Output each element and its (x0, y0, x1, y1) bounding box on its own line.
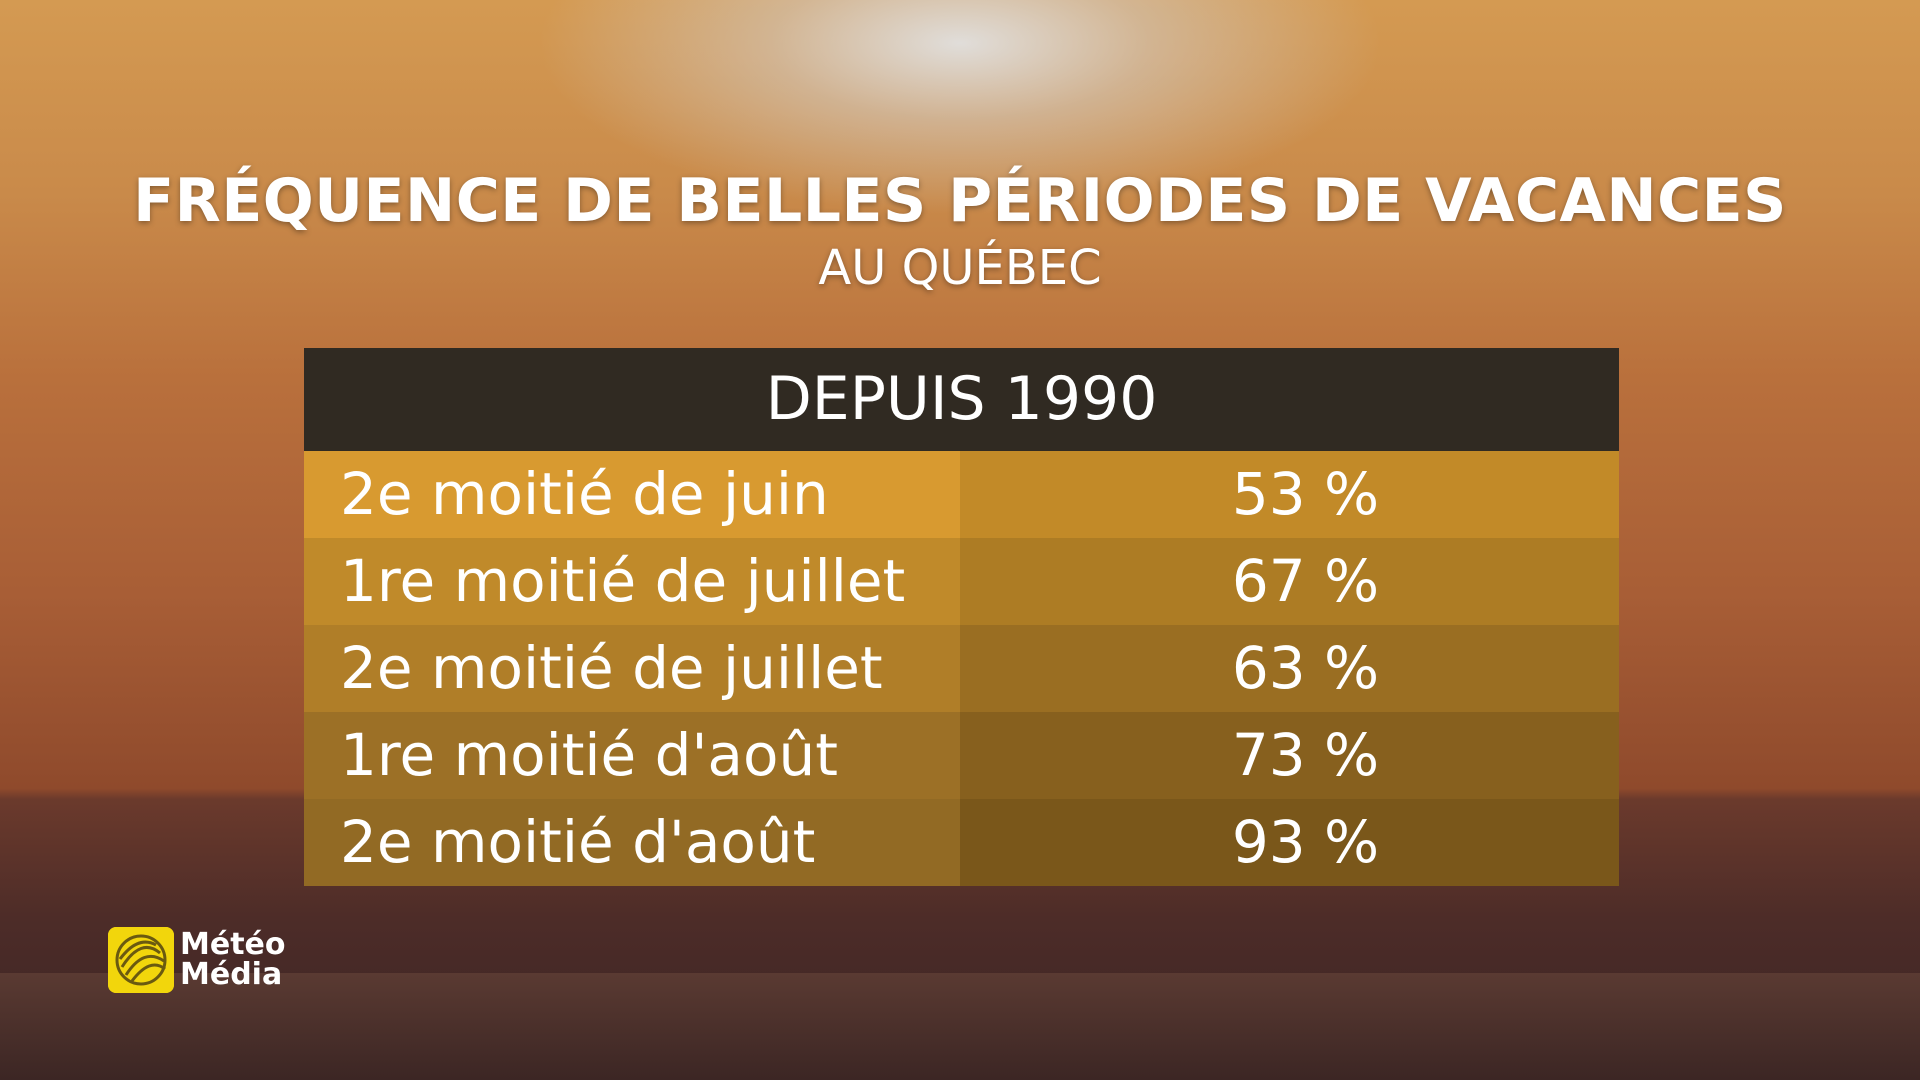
table-header: DEPUIS 1990 (304, 348, 1619, 451)
logo: Météo Média (108, 927, 286, 993)
logo-line: Média (180, 957, 283, 992)
logo-line: Météo (180, 927, 286, 962)
row-value-cell: 67 % (960, 538, 1619, 625)
table: DEPUIS 1990 2e moitié de juin 53 % 1re moi… (304, 348, 1619, 886)
logo-text: Météo Média (180, 930, 286, 990)
sea (0, 973, 1920, 1080)
row-label: 2e moitié d'août (304, 799, 960, 886)
row-value: 73 % (1231, 721, 1380, 789)
row-value: 93 % (1231, 808, 1380, 876)
row-value-cell: 73 % (960, 712, 1619, 799)
row-value-cell: 53 % (960, 451, 1619, 538)
row-value: 67 % (1231, 547, 1380, 615)
row-value-cell: 63 % (960, 625, 1619, 712)
row-label: 1re moitié d'août (304, 712, 960, 799)
table-row: 1re moitié d'août 73 % (304, 712, 1619, 799)
logo-icon (108, 927, 174, 993)
row-label: 2e moitié de juillet (304, 625, 960, 712)
subtitle: AU QUÉBEC (818, 240, 1102, 296)
row-value-cell: 93 % (960, 799, 1619, 886)
table-row: 2e moitié de juin 53 % (304, 451, 1619, 538)
table-row: 2e moitié d'août 93 % (304, 799, 1619, 886)
table-row: 2e moitié de juillet 63 % (304, 625, 1619, 712)
row-label: 1re moitié de juillet (304, 538, 960, 625)
row-value: 53 % (1231, 460, 1380, 528)
table-row: 1re moitié de juillet 67 % (304, 538, 1619, 625)
title: FRÉQUENCE DE BELLES PÉRIODES DE VACANCES (133, 166, 1787, 236)
row-label: 2e moitié de juin (304, 451, 960, 538)
row-value: 63 % (1231, 634, 1380, 702)
